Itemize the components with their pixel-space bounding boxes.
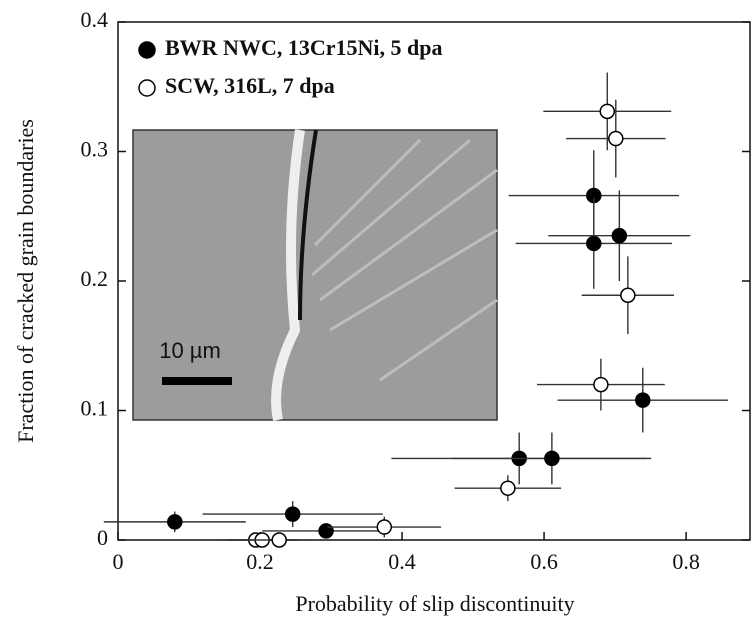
data-point (593, 376, 609, 393)
inset-micrograph (132, 129, 498, 421)
data-point (635, 392, 651, 408)
data-point (599, 103, 616, 120)
data-point (271, 532, 287, 548)
y-tick-label: 0.1 (81, 396, 109, 421)
data-point (611, 227, 628, 244)
y-tick-label: 0.4 (81, 7, 109, 32)
y-tick-label: 0.3 (81, 137, 109, 162)
inset-scale-label: 10 µm (159, 338, 221, 363)
x-axis-label: Probability of slip discontinuity (295, 591, 574, 616)
x-tick-label: 0.2 (246, 549, 274, 574)
legend-label: SCW, 316L, 7 dpa (165, 73, 335, 98)
x-tick-label: 0.4 (388, 549, 416, 574)
data-point (544, 450, 560, 467)
x-tick-label: 0.8 (672, 549, 700, 574)
data-point (376, 519, 393, 535)
y-tick-label: 0 (97, 525, 108, 550)
x-tick-label: 0 (113, 549, 124, 574)
y-tick-label: 0.2 (81, 266, 109, 291)
data-point (318, 523, 334, 539)
data-point (586, 235, 602, 252)
data-point (608, 130, 624, 147)
data-point (620, 287, 636, 303)
legend-marker (138, 79, 156, 97)
y-axis-label: Fraction of cracked grain boundaries (13, 119, 38, 443)
data-point (167, 514, 183, 530)
legend-marker (138, 41, 156, 59)
legend-label: BWR NWC, 13Cr15Ni, 5 dpa (165, 35, 442, 60)
x-tick-label: 0.6 (530, 549, 558, 574)
data-point (284, 506, 301, 522)
data-point (500, 480, 516, 496)
